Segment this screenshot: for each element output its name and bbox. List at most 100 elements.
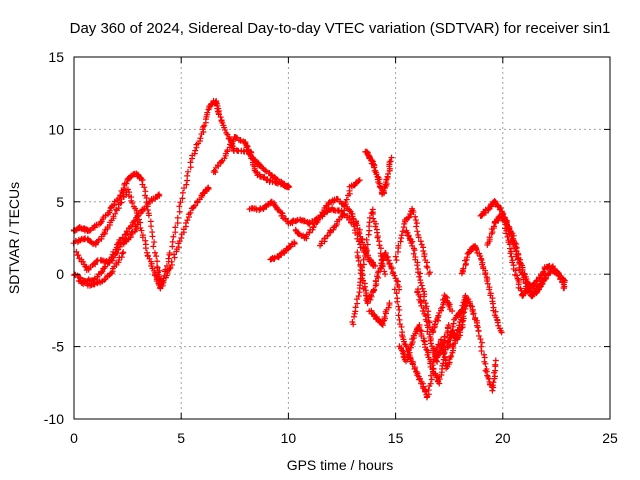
data-point [156, 191, 163, 198]
data-point [217, 114, 224, 121]
series-arc8 [267, 239, 298, 263]
data-point [154, 258, 161, 265]
data-point [306, 221, 313, 228]
data-point [459, 318, 466, 325]
data-point [424, 324, 431, 331]
data-point [192, 147, 199, 154]
series-arc6 [210, 134, 293, 191]
data-point [419, 308, 426, 315]
data-point [417, 299, 424, 306]
data-point [367, 296, 374, 303]
data-point [163, 262, 170, 269]
data-point [430, 328, 437, 335]
data-point [498, 329, 505, 336]
data-point [448, 352, 455, 359]
data-point [349, 319, 356, 326]
data-point [368, 292, 375, 299]
series-arc16 [396, 315, 467, 387]
data-point [415, 234, 422, 241]
data-point [395, 242, 402, 249]
data-point [355, 257, 362, 264]
data-point [449, 323, 456, 330]
data-point [399, 347, 406, 354]
data-point [106, 207, 113, 214]
data-point [442, 293, 449, 300]
data-point [476, 253, 483, 260]
data-point [93, 258, 100, 265]
data-point [536, 282, 543, 289]
data-point [460, 265, 467, 272]
data-point [420, 304, 427, 311]
data-point [440, 360, 447, 367]
data-point [417, 375, 424, 382]
data-point [313, 219, 320, 226]
data-point [352, 304, 359, 311]
data-point [117, 199, 124, 206]
data-point [490, 223, 497, 230]
data-point [145, 212, 152, 219]
data-point [218, 159, 225, 165]
data-point [343, 196, 350, 203]
y-tick-label: 10 [48, 121, 64, 137]
data-point [382, 271, 389, 278]
data-point [157, 285, 164, 292]
data-point [184, 172, 191, 179]
data-point [449, 308, 456, 315]
series-arc19 [392, 205, 433, 277]
data-point [371, 286, 378, 293]
data-point [374, 273, 381, 280]
data-point [426, 331, 433, 338]
data-point [478, 339, 485, 346]
data-point [458, 325, 465, 332]
data-point [253, 169, 259, 176]
data-point [474, 324, 481, 331]
data-point [476, 332, 483, 339]
data-point [171, 254, 178, 261]
data-point [119, 250, 126, 257]
data-point [391, 272, 398, 279]
data-point [151, 249, 158, 256]
data-point [113, 250, 120, 257]
data-point [184, 168, 191, 175]
data-point [385, 304, 392, 311]
data-point [379, 263, 386, 270]
data-point [221, 126, 228, 133]
data-point [120, 249, 127, 256]
data-point [123, 180, 130, 187]
data-point [422, 388, 429, 395]
data-point [141, 184, 148, 191]
data-point [151, 239, 158, 246]
data-point [341, 203, 348, 210]
series-arc12 [349, 206, 389, 328]
chart-title: Day 360 of 2024, Sidereal Day-to-day VTE… [70, 20, 611, 37]
data-point [237, 137, 244, 144]
data-point [392, 253, 399, 260]
data-point [561, 285, 568, 292]
data-point [183, 181, 190, 188]
data-point [138, 227, 145, 234]
data-point [86, 227, 93, 234]
data-point [424, 264, 431, 271]
data-point [418, 282, 425, 289]
data-point [417, 238, 424, 245]
data-point [153, 253, 160, 260]
x-tick-label: 20 [495, 430, 511, 446]
data-point [245, 147, 252, 154]
data-point [440, 356, 447, 363]
data-point [435, 312, 442, 319]
data-point [363, 236, 370, 243]
data-point [445, 322, 452, 329]
data-point [124, 186, 131, 193]
data-point [423, 394, 430, 401]
data-point [491, 373, 498, 380]
series-arc17 [403, 227, 456, 336]
data-point [406, 349, 413, 356]
data-point [286, 183, 293, 190]
axis-ticks: 0 5 10 15 20 25 -10 -5 0 5 10 15 [44, 49, 618, 446]
data-point [113, 206, 120, 213]
data-point [507, 250, 514, 257]
series-arc10 [317, 177, 363, 249]
data-point [395, 303, 402, 310]
data-point [367, 214, 374, 221]
data-point [519, 266, 526, 273]
